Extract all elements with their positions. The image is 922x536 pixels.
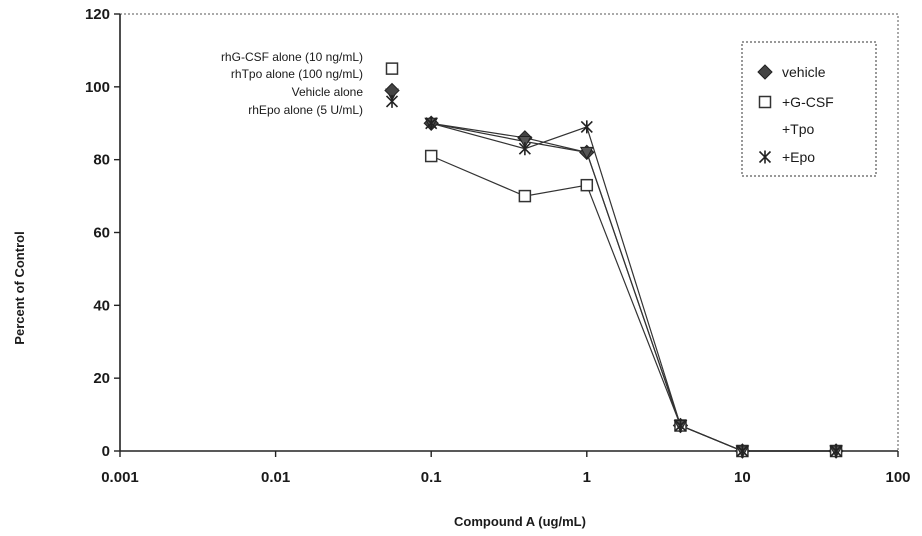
data-point-g-csf <box>581 180 592 191</box>
x-tick-label: 10 <box>734 469 751 486</box>
y-tick-label: 100 <box>85 79 110 96</box>
x-axis-title: Compound A (ug/mL) <box>454 514 586 529</box>
x-tick-label: 0.01 <box>261 469 290 486</box>
y-tick-label: 20 <box>93 370 110 387</box>
data-point-epo <box>519 142 530 155</box>
annotation-marker <box>387 95 398 108</box>
y-axis-title: Percent of Control <box>12 231 27 344</box>
data-point-epo <box>581 120 592 133</box>
x-tick-label: 1 <box>583 469 591 486</box>
y-tick-label: 40 <box>93 297 110 314</box>
annotation-label: Vehicle alone <box>292 85 364 99</box>
y-tick-label: 120 <box>85 6 110 23</box>
legend-label: +G-CSF <box>782 94 834 110</box>
y-tick-label: 0 <box>102 443 110 460</box>
legend-label: +Epo <box>782 149 815 165</box>
legend-marker <box>760 97 771 108</box>
legend-label: vehicle <box>782 64 826 80</box>
annotation-label: rhEpo alone (5 U/mL) <box>248 103 363 117</box>
series-line-g-csf <box>431 156 836 451</box>
y-tick-label: 60 <box>93 225 110 242</box>
annotation-marker <box>387 63 398 74</box>
x-tick-label: 0.001 <box>101 469 139 486</box>
annotation-label: rhTpo alone (100 ng/mL) <box>231 67 363 81</box>
data-point-g-csf <box>426 151 437 162</box>
x-tick-label: 100 <box>885 469 910 486</box>
x-tick-label: 0.1 <box>421 469 442 486</box>
annotation-label: rhG-CSF alone (10 ng/mL) <box>221 50 363 64</box>
y-tick-label: 80 <box>93 152 110 169</box>
legend-label: +Tpo <box>782 121 815 137</box>
data-point-g-csf <box>519 191 530 202</box>
